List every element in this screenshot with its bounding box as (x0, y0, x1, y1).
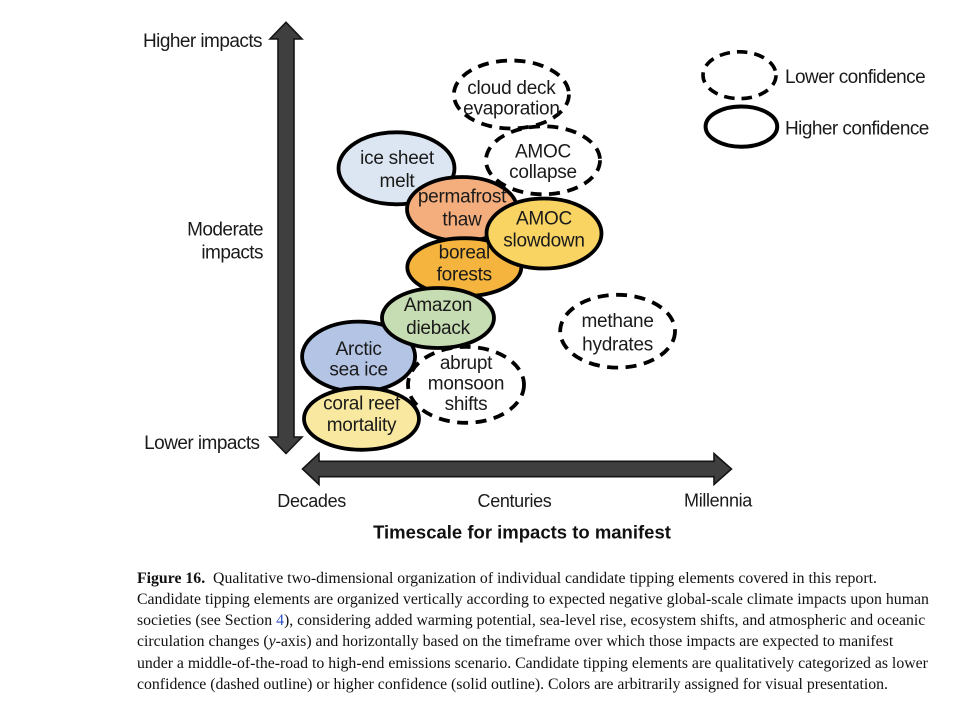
svg-text:AMOC: AMOC (516, 209, 572, 230)
svg-text:cloud deck: cloud deck (467, 78, 556, 99)
svg-text:Timescale for impacts to manif: Timescale for impacts to manifest (373, 522, 671, 543)
svg-text:collapse: collapse (509, 162, 577, 183)
svg-text:sea ice: sea ice (329, 359, 387, 380)
svg-text:Moderate: Moderate (187, 220, 263, 241)
svg-text:Higher impacts: Higher impacts (143, 31, 262, 52)
svg-text:coral reef: coral reef (323, 394, 401, 415)
svg-text:hydrates: hydrates (582, 334, 653, 355)
svg-text:slowdown: slowdown (503, 231, 584, 252)
svg-text:abrupt: abrupt (440, 353, 493, 374)
svg-text:monsoon: monsoon (428, 374, 504, 395)
svg-text:Decades: Decades (277, 491, 346, 511)
svg-text:AMOC: AMOC (515, 142, 571, 163)
svg-text:Lower impacts: Lower impacts (144, 433, 259, 454)
svg-text:permafrost: permafrost (418, 187, 507, 208)
svg-text:mortality: mortality (327, 415, 397, 436)
svg-text:Higher confidence: Higher confidence (785, 119, 929, 140)
svg-text:Lower confidence: Lower confidence (785, 67, 925, 88)
svg-text:Millennia: Millennia (684, 491, 753, 511)
svg-text:Amazon: Amazon (404, 295, 472, 316)
svg-text:impacts: impacts (201, 243, 263, 264)
svg-text:melt: melt (380, 171, 416, 192)
svg-text:evaporation: evaporation (463, 99, 560, 120)
svg-text:dieback: dieback (406, 318, 470, 339)
svg-text:methane: methane (581, 311, 653, 332)
svg-text:boreal: boreal (439, 243, 490, 264)
svg-text:shifts: shifts (445, 394, 488, 415)
svg-text:Centuries: Centuries (478, 491, 552, 511)
svg-text:forests: forests (437, 265, 492, 286)
svg-text:ice sheet: ice sheet (360, 148, 435, 169)
svg-text:thaw: thaw (442, 210, 482, 231)
svg-text:Arctic: Arctic (336, 339, 382, 360)
